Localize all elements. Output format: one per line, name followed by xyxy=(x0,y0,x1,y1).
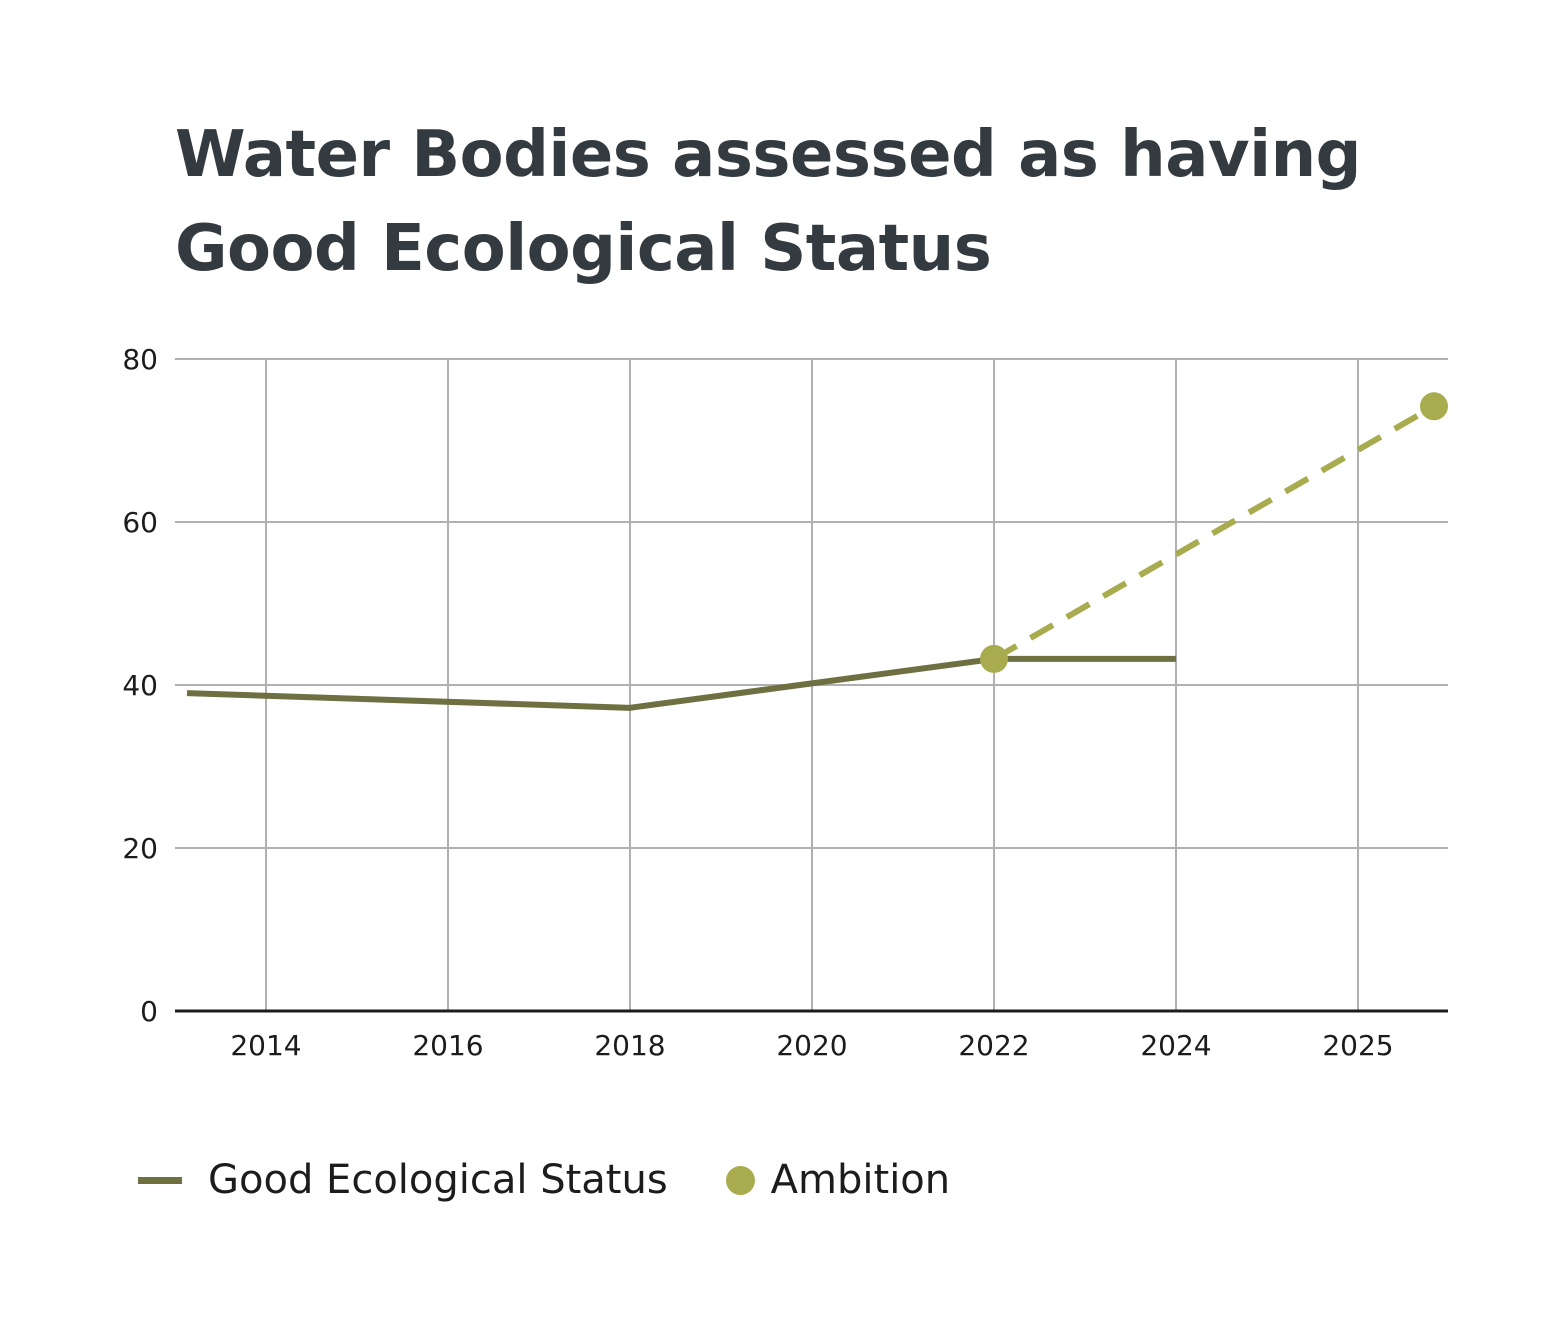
series-line-good-ecological-status xyxy=(186,655,1176,711)
chart-title-line-2: Good Ecological Status xyxy=(175,212,992,286)
x-tick-label-2014: 2014 xyxy=(230,1029,301,1062)
chart-title: Water Bodies assessed as having Good Eco… xyxy=(175,108,1475,296)
series-marker-ambition-2022 xyxy=(980,644,1008,673)
chart-legend: Good Ecological Status Ambition xyxy=(138,1150,950,1210)
y-tick-label-0: 0 xyxy=(140,995,158,1028)
series-marker-ambition-2027 xyxy=(1420,392,1448,421)
legend-label-good-ecological-status: Good Ecological Status xyxy=(208,1157,668,1203)
x-tick-label-2022: 2022 xyxy=(958,1029,1029,1062)
y-tick-label-40: 40 xyxy=(122,669,158,702)
legend-label-ambition: Ambition xyxy=(770,1157,951,1203)
x-tick-label-2024: 2024 xyxy=(1140,1029,1211,1062)
series-line-ambition xyxy=(992,403,1436,662)
legend-item-good-ecological-status: Good Ecological Status xyxy=(138,1157,668,1203)
y-tick-label-20: 20 xyxy=(122,832,158,865)
x-tick-label-2018: 2018 xyxy=(594,1029,665,1062)
legend-dot-swatch xyxy=(725,1165,755,1195)
y-tick-label-60: 60 xyxy=(122,506,158,539)
y-tick-label-80: 80 xyxy=(122,343,158,376)
chart-title-line-1: Water Bodies assessed as having xyxy=(175,118,1361,192)
x-tick-label-2025: 2025 xyxy=(1322,1029,1393,1062)
x-tick-label-2016: 2016 xyxy=(412,1029,483,1062)
legend-line-swatch xyxy=(138,1176,182,1184)
legend-item-ambition: Ambition xyxy=(668,1157,950,1203)
x-tick-label-2020: 2020 xyxy=(776,1029,847,1062)
